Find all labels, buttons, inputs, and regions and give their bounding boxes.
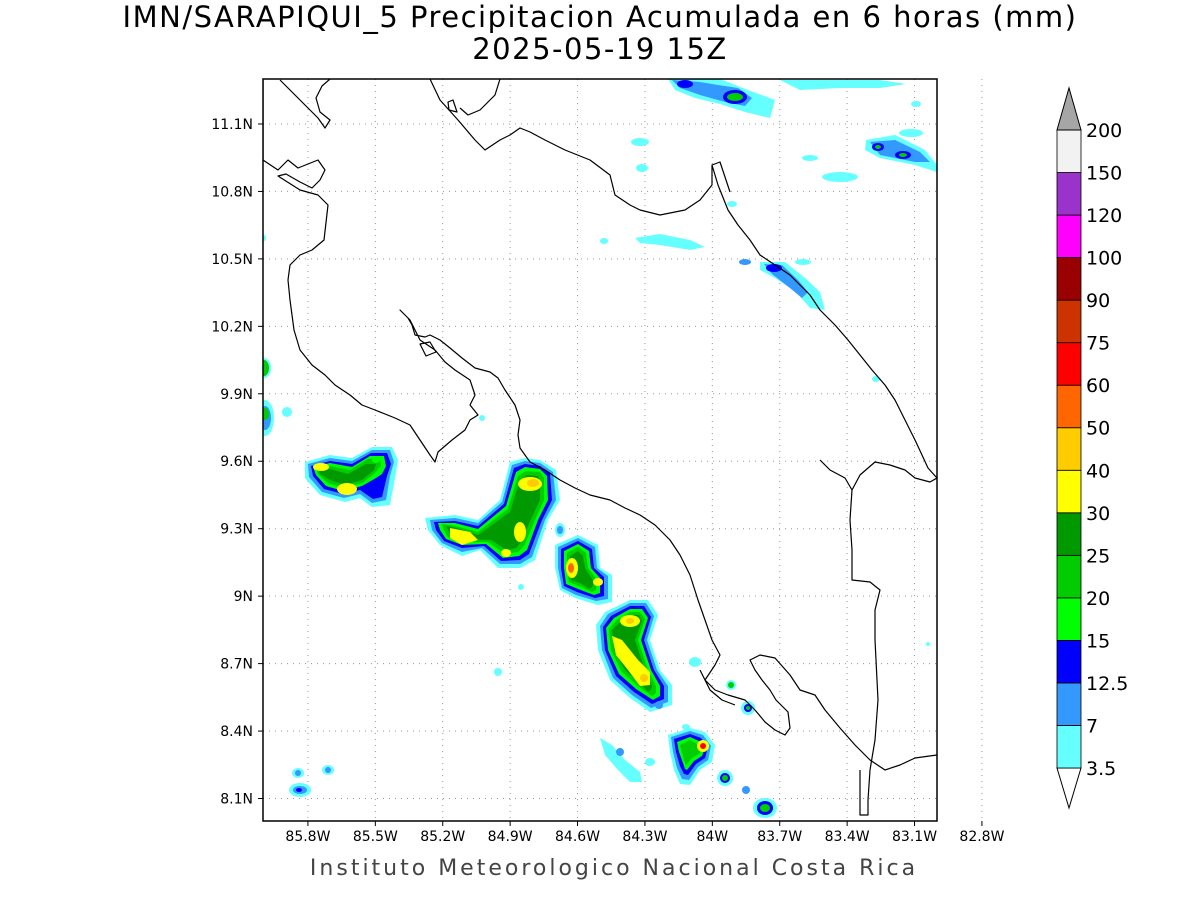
lat-tick-label: 9.6N [220,454,253,470]
rain-cluster [305,447,398,507]
colorbar-level-label: 60 [1086,375,1110,397]
precipitation-field [263,79,937,818]
map-frame [262,78,938,822]
colorbar-box [1056,172,1082,216]
rain-cluster [425,458,560,568]
colorbar-level-label: 25 [1086,545,1110,567]
colorbar-level-label: 3.5 [1086,758,1116,780]
lon-tick-label: 83.7W [757,829,802,845]
lon-tick-label: 85.2W [420,829,465,845]
lat-tick-label: 10.2N [211,319,253,335]
rain-cells-caribbean [263,79,937,646]
colorbar-level-label: 20 [1086,588,1110,610]
colorbar-level-label: 40 [1086,460,1110,482]
colorbar-box [1056,597,1082,641]
colorbar-box [1056,342,1082,386]
colorbar-box [1056,129,1082,173]
lon-tick-label: 85.8W [285,829,330,845]
colorbar-level-label: 12.5 [1086,673,1128,695]
lat-tick-label: 8.4N [220,724,253,740]
lat-tick-label: 9.3N [220,522,253,538]
colorbar-level-label: 15 [1086,630,1110,652]
lon-tick-label: 83.1W [892,829,937,845]
lat-tick-label: 11.1N [211,117,253,133]
colorbar-box [1056,640,1082,684]
colorbar-box [1056,299,1082,344]
colorbar-box [1056,257,1082,301]
colorbar-box [1056,384,1082,429]
colorbar-level-label: 90 [1086,290,1110,312]
colorbar-level-label: 100 [1086,248,1122,270]
colorbar-level-label: 7 [1086,715,1098,737]
map-axis-labels: 11.1N 10.8N 10.5N 10.2N 9.9N 9.6N 9.3N 9N 8.7N 8.… [211,117,1004,845]
colorbar-box [1056,682,1082,726]
rain-cells-small [263,358,777,818]
colorbar-level-label: 75 [1086,333,1110,355]
colorbar-box [1056,214,1082,258]
chart-subtitle: 2025-05-19 15Z [472,32,728,66]
colorbar-box [1056,512,1082,556]
lat-tick-label: 10.5N [211,252,253,268]
colorbar-level-label: 50 [1086,418,1110,440]
lat-tick-label: 8.1N [220,792,253,808]
colorbar-over-triangle [1056,86,1082,131]
colorbar-level-label: 120 [1086,205,1122,227]
rain-cluster [668,728,715,785]
footer-credit: Instituto Meteorologico Nacional Costa R… [309,856,919,881]
lat-tick-label: 8.7N [220,657,253,673]
colorbar-box [1056,427,1082,471]
chart-title: IMN/SARAPIQUI_5 Precipitacion Acumulada … [122,0,1078,34]
colorbar-box [1056,725,1082,769]
rain-cluster [555,535,612,605]
rain-cluster [596,600,672,712]
lat-tick-label: 9N [234,589,253,605]
colorbar-level-label: 150 [1086,163,1122,185]
lat-tick-label: 9.9N [220,387,253,403]
lon-tick-label: 82.8W [959,829,1004,845]
lon-tick-label: 84.9W [488,829,533,845]
colorbar-box [1056,469,1082,514]
colorbar-level-label: 200 [1086,120,1122,142]
lon-tick-label: 84.3W [622,829,667,845]
lon-tick-label: 83.4W [825,829,870,845]
lon-tick-label: 84.6W [555,829,600,845]
coastlines-and-borders [263,79,937,816]
colorbar-under-triangle [1056,767,1082,810]
lon-tick-label: 85.5W [353,829,398,845]
colorbar-box [1056,554,1082,599]
lat-tick-label: 10.8N [211,184,253,200]
colorbar-legend: 3.5 7 12.5 15 20 25 30 40 50 60 75 90 100 120 150 200 [1056,86,1128,810]
colorbar-level-label: 30 [1086,503,1110,525]
lon-tick-label: 84W [696,829,728,845]
